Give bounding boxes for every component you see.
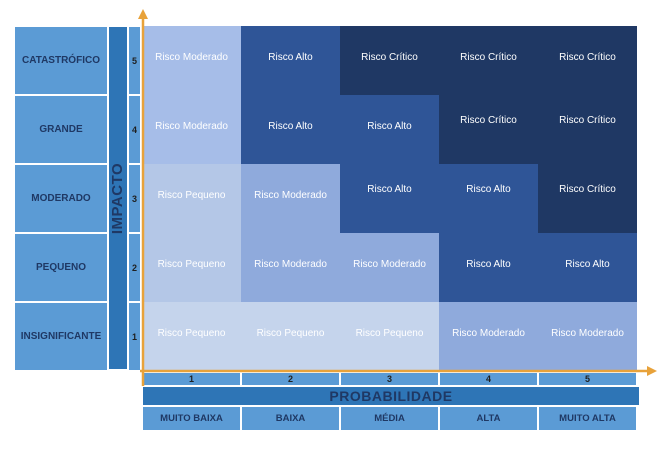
risk-cell-label: Risco Moderado bbox=[452, 328, 525, 339]
risk-cell-label: Risco Alto bbox=[268, 52, 313, 63]
probability-label-muito-alta: MUITO ALTA bbox=[538, 406, 637, 431]
risk-cell: Risco Crítico bbox=[538, 95, 637, 164]
probability-label-alta: ALTA bbox=[439, 406, 538, 431]
probability-number-4: 4 bbox=[439, 372, 538, 386]
risk-cell: Risco Moderado bbox=[142, 26, 241, 95]
risk-cell-label: Risco Pequeno bbox=[157, 328, 226, 339]
risk-cell: Risco Moderado bbox=[439, 302, 538, 371]
probability-number-2: 2 bbox=[241, 372, 340, 386]
risk-cell: Risco Crítico bbox=[538, 164, 637, 233]
risk-cell: Risco Crítico bbox=[439, 95, 538, 164]
risk-cell: Risco Moderado bbox=[142, 95, 241, 164]
risk-cell-label: Risco Alto bbox=[466, 184, 511, 195]
impact-label-grande: GRANDE bbox=[14, 95, 108, 164]
risk-cell-label: Risco Moderado bbox=[155, 121, 228, 132]
probability-label-muito-baixa: MUITO BAIXA bbox=[142, 406, 241, 431]
risk-cell: Risco Moderado bbox=[241, 164, 340, 233]
risk-cell-label: Risco Moderado bbox=[254, 190, 327, 201]
risk-cell: Risco Alto bbox=[241, 95, 340, 164]
risk-cell: Risco Alto bbox=[439, 233, 538, 302]
probability-label-media: MÉDIA bbox=[340, 406, 439, 431]
risk-cell-label: Risco Moderado bbox=[254, 259, 327, 270]
risk-cell-label: Risco Crítico bbox=[559, 115, 616, 126]
risk-cell: Risco Pequeno bbox=[142, 302, 241, 371]
risk-cell-label: Risco Crítico bbox=[460, 52, 517, 63]
probability-title: PROBABILIDADE bbox=[142, 386, 640, 406]
probability-number-5: 5 bbox=[538, 372, 637, 386]
impact-label-pequeno: PEQUENO bbox=[14, 233, 108, 302]
risk-cell-label: Risco Pequeno bbox=[256, 328, 325, 339]
impact-label-catastrofico: CATASTRÓFICO bbox=[14, 26, 108, 95]
risk-cell: Risco Alto bbox=[439, 164, 538, 233]
risk-cell-label: Risco Crítico bbox=[559, 52, 616, 63]
risk-cell-label: Risco Pequeno bbox=[355, 328, 424, 339]
impact-label-moderado: MODERADO bbox=[14, 164, 108, 233]
risk-cell: Risco Alto bbox=[538, 233, 637, 302]
impact-number-1: 1 bbox=[128, 302, 141, 371]
risk-cell-label: Risco Alto bbox=[367, 184, 412, 195]
risk-cell-label: Risco Alto bbox=[466, 259, 511, 270]
risk-cell-label: Risco Alto bbox=[565, 259, 610, 270]
probability-label-baixa: BAIXA bbox=[241, 406, 340, 431]
risk-cell-label: Risco Moderado bbox=[551, 328, 624, 339]
risk-cell-label: Risco Crítico bbox=[559, 184, 616, 195]
risk-cell: Risco Moderado bbox=[241, 233, 340, 302]
risk-cell: Risco Pequeno bbox=[142, 164, 241, 233]
risk-cell-label: Risco Moderado bbox=[155, 52, 228, 63]
risk-cell: Risco Alto bbox=[241, 26, 340, 95]
risk-cell-label: Risco Alto bbox=[268, 121, 313, 132]
risk-cell: Risco Crítico bbox=[538, 26, 637, 95]
risk-cell: Risco Crítico bbox=[340, 26, 439, 95]
risk-cell-label: Risco Alto bbox=[367, 121, 412, 132]
risk-cell: Risco Alto bbox=[340, 95, 439, 164]
risk-cell: Risco Alto bbox=[340, 164, 439, 233]
impact-number-4: 4 bbox=[128, 95, 141, 164]
risk-cell: Risco Moderado bbox=[340, 233, 439, 302]
risk-cell: Risco Moderado bbox=[538, 302, 637, 371]
risk-cell: Risco Pequeno bbox=[142, 233, 241, 302]
impact-label-insignificante: INSIGNIFICANTE bbox=[14, 302, 108, 371]
impact-number-5: 5 bbox=[128, 26, 141, 95]
risk-cell: Risco Crítico bbox=[439, 26, 538, 95]
risk-cell-label: Risco Moderado bbox=[353, 259, 426, 270]
risk-cell: Risco Pequeno bbox=[340, 302, 439, 371]
risk-cell-label: Risco Pequeno bbox=[157, 259, 226, 270]
probability-number-3: 3 bbox=[340, 372, 439, 386]
vertical-axis-arrowhead bbox=[138, 9, 148, 19]
risk-cell-label: Risco Crítico bbox=[460, 115, 517, 126]
risk-cell-label: Risco Crítico bbox=[361, 52, 418, 63]
risk-cell: Risco Pequeno bbox=[241, 302, 340, 371]
impact-number-2: 2 bbox=[128, 233, 141, 302]
impact-title-bar bbox=[108, 26, 128, 370]
horizontal-axis-arrowhead bbox=[647, 366, 657, 376]
risk-cell-label: Risco Pequeno bbox=[157, 190, 226, 201]
impact-number-3: 3 bbox=[128, 164, 141, 233]
